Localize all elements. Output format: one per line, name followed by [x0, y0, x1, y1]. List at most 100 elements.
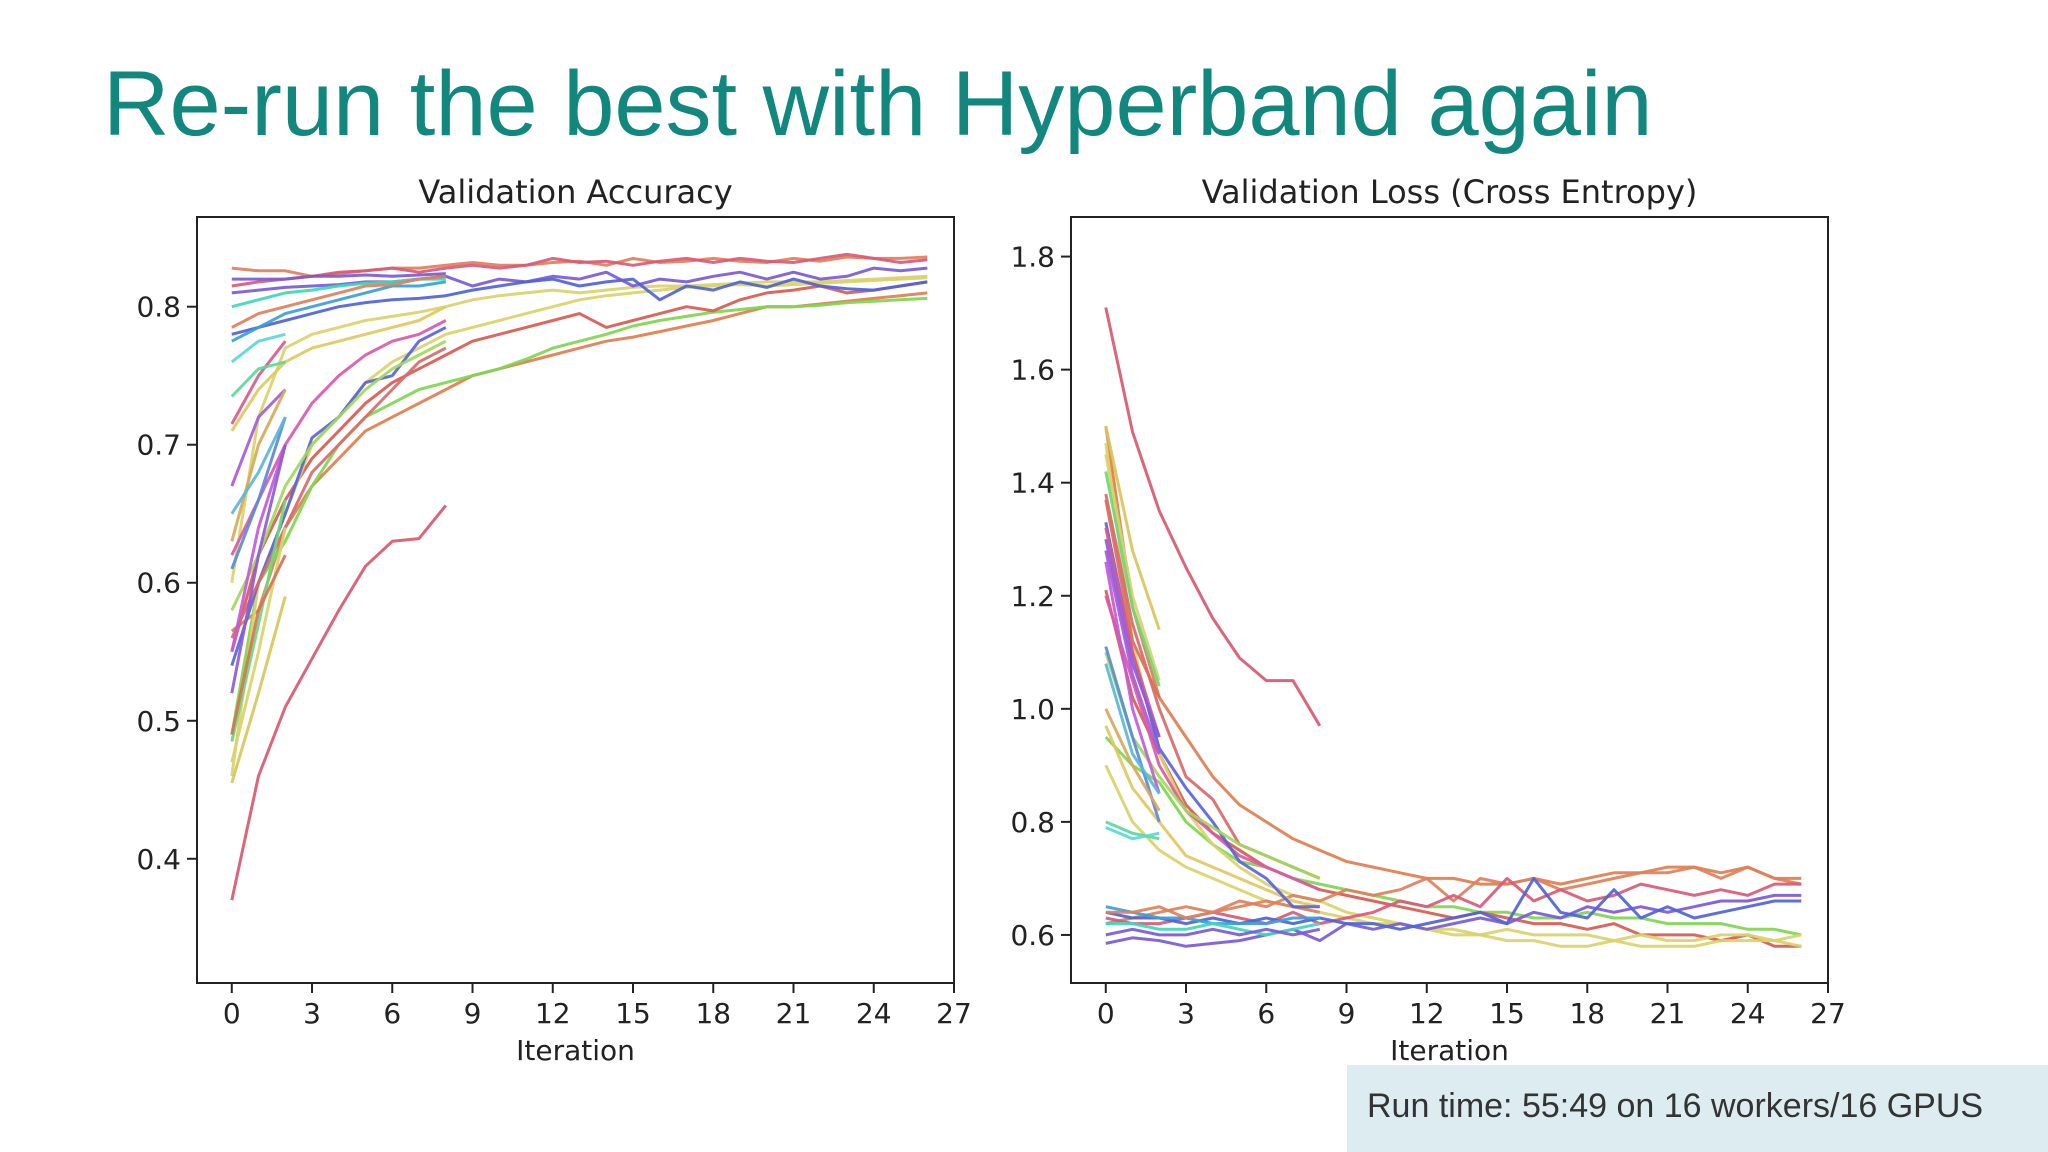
x-tick-label: 27: [1810, 997, 1846, 1030]
runtime-text: Run time: 55:49 on 16 workers/16 GPUS: [1367, 1087, 1984, 1125]
y-tick-label: 0.4: [136, 843, 181, 876]
x-tick-label: 18: [1569, 997, 1605, 1030]
plot-frame: [1070, 216, 1829, 984]
x-axis-label: Iteration: [1390, 1034, 1509, 1065]
x-tick-label: 3: [1177, 997, 1195, 1030]
series-line-run-31: [1104, 499, 1161, 699]
y-tick-label: 1.6: [1010, 354, 1055, 387]
series-line-run-10: [1105, 876, 1802, 931]
series-line-run-23: [230, 527, 287, 763]
x-tick-label: 9: [1338, 997, 1356, 1030]
series-line-run-27: [1104, 550, 1161, 755]
slide-title: Re-run the best with Hyperband again: [103, 53, 1653, 155]
series-line-run-24: [230, 499, 287, 742]
series-line-run-25: [230, 340, 287, 425]
x-tick-label: 12: [535, 997, 571, 1030]
series-line-run-14: [231, 274, 446, 329]
chart-title: Validation Accuracy: [418, 173, 732, 211]
series-line-run-15: [230, 305, 447, 432]
x-tick-label: 24: [856, 997, 892, 1030]
series-line-run-19: [230, 339, 447, 612]
x-tick-label: 0: [223, 997, 241, 1030]
y-tick-label: 0.6: [1010, 919, 1055, 952]
series-line-run-19: [1104, 651, 1321, 880]
x-tick-label: 12: [1409, 997, 1445, 1030]
series-line-run-28: [1104, 708, 1161, 812]
x-tick-label: 6: [383, 997, 401, 1030]
series-line-run-05: [230, 276, 928, 777]
series-line-run-13: [1105, 927, 1321, 937]
x-tick-label: 3: [303, 997, 321, 1030]
x-tick-label: 18: [695, 997, 731, 1030]
series-line-run-26: [230, 360, 286, 398]
series-line-run-20: [230, 444, 287, 653]
series-line-run-06: [1104, 764, 1802, 943]
series-line-run-27: [230, 388, 287, 487]
x-tick-label: 21: [1650, 997, 1686, 1030]
chart-title: Validation Loss (Cross Entropy): [1202, 173, 1698, 211]
x-tick-label: 27: [936, 997, 972, 1030]
series-line-run-30: [1104, 538, 1161, 738]
series-line-run-32: [230, 416, 287, 515]
x-tick-label: 6: [1257, 997, 1275, 1030]
series-line-run-21: [230, 416, 287, 570]
series-line-run-29: [1105, 826, 1160, 841]
series-line-run-02: [230, 291, 928, 633]
y-tick-label: 0.8: [1010, 806, 1055, 839]
series-line-run-04: [1104, 589, 1802, 948]
loss-chart: Validation Loss (Cross Entropy) 0 3 6 9 12 15 1…: [962, 165, 1862, 1065]
series-line-run-18: [230, 346, 447, 639]
series-line-run-23: [1104, 454, 1161, 682]
series-line-run-20: [1104, 561, 1161, 795]
series-line-run-29: [230, 332, 286, 364]
series-line-run-16: [1104, 595, 1321, 892]
y-tick-label: 0.6: [136, 567, 181, 600]
x-axis-label: Iteration: [516, 1034, 635, 1065]
series-line-run-22: [230, 596, 287, 784]
series-line-run-16: [230, 319, 447, 556]
y-tick-label: 0.8: [136, 291, 181, 324]
series-line-run-26: [1105, 820, 1160, 841]
y-tick-label: 1.0: [1010, 693, 1055, 726]
y-tick-label: 0.5: [136, 705, 181, 738]
series-line-run-05: [1104, 442, 1802, 948]
series-line-run-06: [230, 274, 928, 583]
x-tick-label: 15: [615, 997, 651, 1030]
y-tick-label: 1.4: [1010, 467, 1055, 500]
x-tick-label: 21: [776, 997, 812, 1030]
series-line-run-01: [230, 504, 447, 901]
x-tick-label: 0: [1097, 997, 1115, 1030]
series-line-run-10: [231, 277, 928, 336]
plot-frame: [196, 216, 955, 984]
series-line-run-13: [231, 272, 446, 281]
series-line-run-32: [1104, 663, 1161, 795]
x-tick-label: 15: [1489, 997, 1525, 1030]
series-line-run-11: [231, 280, 447, 343]
series-line-run-12: [1105, 922, 1321, 937]
y-tick-label: 1.8: [1010, 241, 1055, 274]
series-line-run-17: [230, 326, 447, 667]
series-line-run-08: [1105, 865, 1802, 926]
series-line-run-03: [230, 296, 928, 735]
accuracy-chart: Validation Accuracy 0 3 6 9 12 15 18 21 24 27 0.4 0.…: [88, 165, 988, 1065]
loss-svg: Validation Loss (Cross Entropy) 0 3 6 9 12 15 1…: [1010, 173, 1846, 1065]
series-line-run-09: [231, 252, 928, 288]
series-line-run-04: [230, 280, 928, 653]
series-line-run-24: [1104, 471, 1161, 687]
series-line-run-02: [1104, 425, 1802, 886]
accuracy-svg: Validation Accuracy 0 3 6 9 12 15 18 21 24 27 0.4 0.…: [136, 173, 972, 1065]
series-line-run-31: [230, 554, 287, 735]
y-tick-label: 1.2: [1010, 580, 1055, 613]
series-line-run-07: [1105, 893, 1802, 948]
y-tick-label: 0.7: [136, 429, 181, 462]
series-line-run-01: [1104, 307, 1322, 727]
x-tick-label: 9: [464, 997, 482, 1030]
x-tick-label: 24: [1730, 997, 1766, 1030]
series-line-run-09: [1105, 876, 1802, 926]
series-line-run-30: [230, 444, 287, 694]
series-line-run-17: [1104, 521, 1320, 909]
runtime-box: Run time: 55:49 on 16 workers/16 GPUS: [1347, 1065, 2048, 1152]
series-line-run-22: [1104, 425, 1161, 631]
series-line-run-28: [230, 388, 287, 542]
series-line-run-14: [1105, 899, 1321, 920]
